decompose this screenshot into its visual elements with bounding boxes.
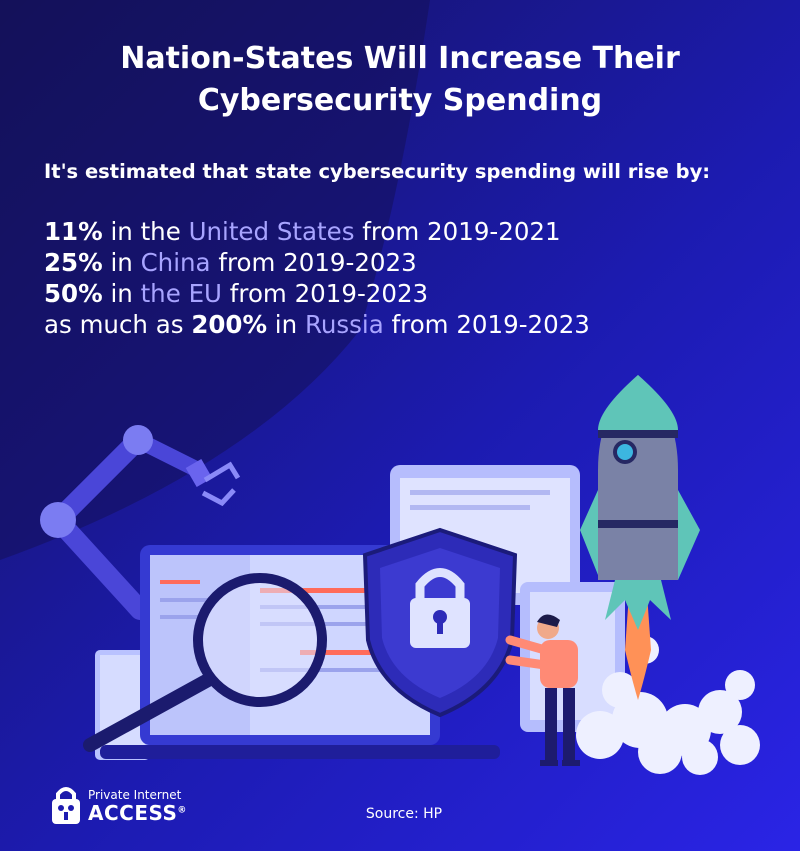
- brand-name-line-2: ACCESS®: [88, 801, 187, 825]
- source-credit: Source: HP: [365, 806, 443, 822]
- brand-logo: Private Internet ACCESS®: [50, 784, 250, 828]
- security-illustration: [40, 375, 760, 775]
- person-icon: [505, 614, 580, 766]
- magnifier-icon: [83, 573, 327, 752]
- stats-list: 11% in the United States from 2019-2021 …: [44, 216, 590, 340]
- lock-logo-icon: [52, 787, 80, 824]
- stat-percent: 11%: [44, 217, 103, 246]
- stat-region: Russia: [304, 310, 384, 339]
- rocket-icon: [580, 375, 700, 700]
- stat-russia: as much as 200% in Russia from 2019-2023: [44, 310, 590, 339]
- stat-region: United States: [188, 217, 355, 246]
- stat-percent: 200%: [191, 310, 268, 339]
- registered-mark: ®: [177, 805, 187, 816]
- shield-lock-icon: [362, 527, 518, 718]
- stat-region: the EU: [140, 279, 222, 308]
- smoke-cloud: [576, 636, 760, 775]
- title-line-2: Cybersecurity Spending: [197, 83, 603, 118]
- page-title: Nation-States Will Increase Their Cybers…: [0, 38, 800, 122]
- stat-eu: 50% in the EU from 2019-2023: [44, 279, 429, 308]
- stat-percent: 50%: [44, 279, 103, 308]
- stat-united-states: 11% in the United States from 2019-2021: [44, 217, 561, 246]
- stat-region: China: [140, 248, 211, 277]
- title-line-1: Nation-States Will Increase Their: [120, 41, 680, 76]
- stat-china: 25% in China from 2019-2023: [44, 248, 417, 277]
- stat-percent: 25%: [44, 248, 103, 277]
- robot-arm-icon: [40, 425, 241, 620]
- intro-text: It's estimated that state cybersecurity …: [44, 160, 711, 183]
- brand-name-line-1: Private Internet: [88, 788, 182, 802]
